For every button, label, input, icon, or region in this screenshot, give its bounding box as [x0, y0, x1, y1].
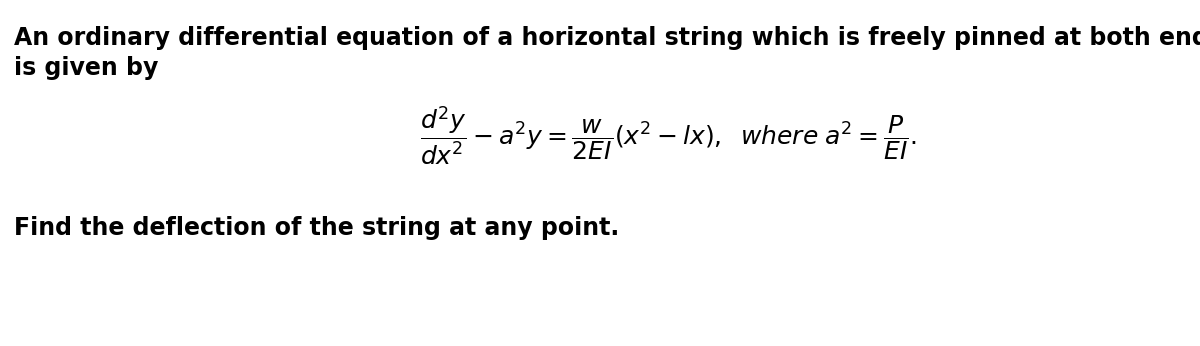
Text: An ordinary differential equation of a horizontal string which is freely pinned : An ordinary differential equation of a h…	[14, 26, 1200, 50]
Text: $\dfrac{d^2y}{dx^2} - a^2y = \dfrac{w}{2EI}(x^2 - lx),\;\; where\; a^2 = \dfrac{: $\dfrac{d^2y}{dx^2} - a^2y = \dfrac{w}{2…	[420, 105, 917, 167]
Text: Find the deflection of the string at any point.: Find the deflection of the string at any…	[14, 216, 619, 240]
Text: is given by: is given by	[14, 56, 158, 80]
